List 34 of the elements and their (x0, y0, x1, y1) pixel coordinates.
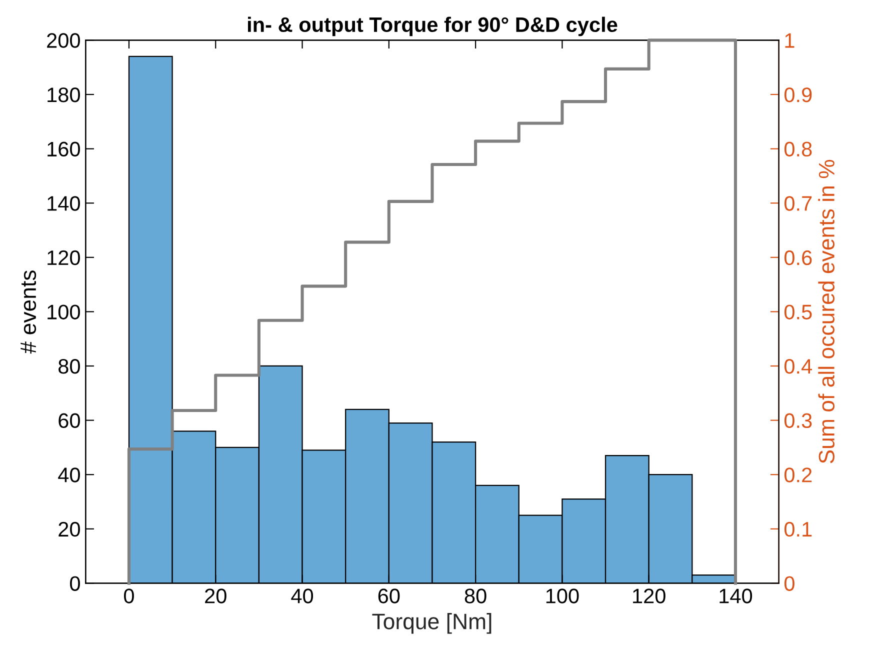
x-tick-label: 20 (205, 588, 226, 604)
y2-axis-title: Sum of all occured events in % (818, 160, 835, 464)
y2-tick-label: 0.3 (784, 413, 812, 428)
y-tick-label: 80 (58, 358, 80, 374)
x-tick-label: 100 (546, 588, 579, 604)
x-tick-label: 0 (124, 588, 134, 604)
y2-tick-label: 0.7 (784, 196, 812, 211)
y-tick-label: 200 (47, 33, 80, 48)
y-tick-label: 120 (48, 250, 80, 266)
y2-tick-label: 0.2 (784, 468, 812, 482)
x-tick-label: 60 (378, 588, 400, 604)
chart-title: in- & output Torque for 90° D&D cycle (248, 16, 618, 36)
y-tick-label: 180 (48, 87, 80, 102)
y-axis-title: # events (20, 270, 36, 354)
y2-tick-label: 0.4 (784, 358, 812, 374)
y-tick-label: 100 (48, 304, 80, 320)
x-tick-label: 120 (633, 588, 666, 604)
y2-tick-label: 0.1 (784, 522, 812, 537)
y-tick-label: 140 (48, 196, 80, 211)
y-tick-label: 40 (58, 468, 80, 482)
x-tick-label: 140 (720, 588, 752, 604)
x-tick-label: 40 (291, 588, 314, 604)
y2-tick-label: 0.8 (784, 142, 812, 157)
y-tick-label: 20 (58, 522, 80, 537)
y2-tick-label: 0.5 (784, 304, 812, 320)
x-axis-title: Torque [Nm] (372, 613, 492, 634)
y2-tick-label: 1 (785, 33, 794, 48)
y-tick-label: 160 (48, 142, 80, 157)
y-tick-label: 0 (70, 576, 80, 591)
x-tick-label: 80 (464, 588, 486, 604)
y2-tick-label: 0.6 (784, 250, 812, 266)
y-tick-label: 60 (58, 413, 80, 428)
y2-tick-label: 0.9 (784, 87, 812, 102)
y2-tick-label: 0 (784, 576, 794, 591)
